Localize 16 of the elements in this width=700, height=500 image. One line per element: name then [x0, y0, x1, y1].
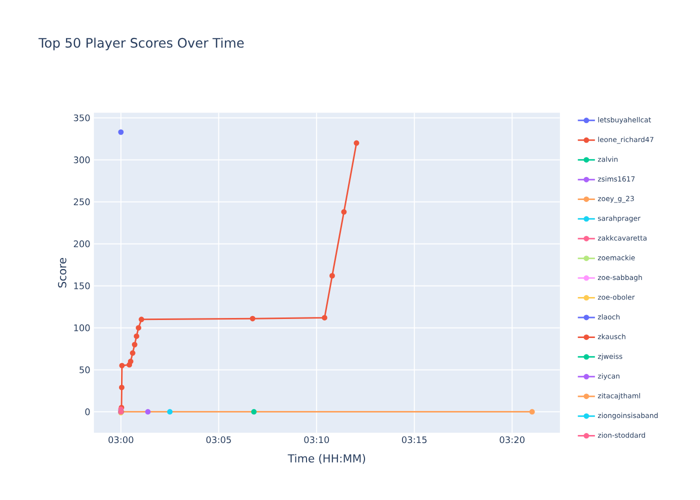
x-tick-label: 03:15 — [402, 436, 427, 444]
y-tick-label: 0 — [85, 408, 90, 416]
y-tick-label: 50 — [80, 366, 90, 374]
y-tick-label: 150 — [74, 282, 90, 290]
chart-title: Top 50 Player Scores Over Time — [38, 38, 244, 50]
x-axis-title: Time (HH:MM) — [288, 454, 366, 464]
y-axis-title: Score — [58, 258, 66, 288]
y-tick-label: 250 — [74, 198, 90, 206]
y-tick-label: 350 — [74, 114, 90, 122]
y-tick-label: 100 — [74, 324, 90, 332]
x-tick-label: 03:10 — [304, 436, 329, 444]
y-tick-label: 200 — [74, 240, 90, 248]
x-tick-label: 03:05 — [206, 436, 231, 444]
y-tick-label: 300 — [74, 156, 90, 164]
x-tick-label: 03:00 — [108, 436, 134, 444]
x-tick-label: 03:20 — [500, 436, 524, 444]
